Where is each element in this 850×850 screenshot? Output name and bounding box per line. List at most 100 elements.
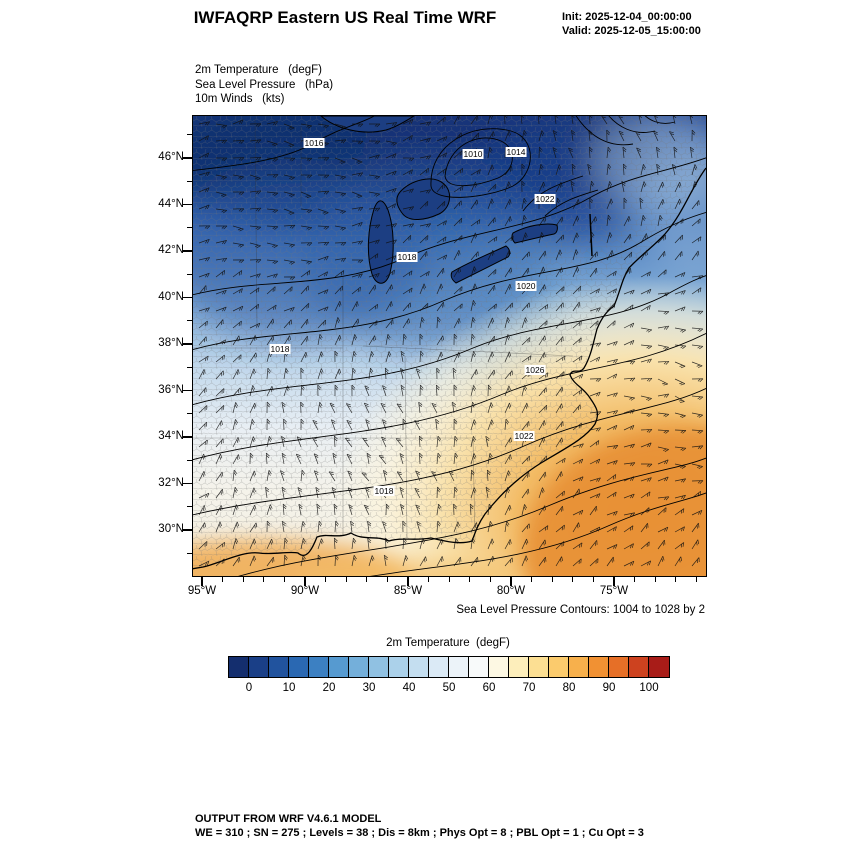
lon-tick-minor xyxy=(634,577,636,582)
lon-tick-label: 90°W xyxy=(290,585,320,597)
colorbar-tick-label: 0 xyxy=(245,682,253,694)
colorbar-segment xyxy=(329,657,349,677)
pressure-contour-label: 1022 xyxy=(513,431,535,441)
lon-tick-minor xyxy=(572,577,574,582)
lat-tick-major xyxy=(183,482,192,485)
lon-tick-label: 75°W xyxy=(599,585,629,597)
colorbar-tick-label: 30 xyxy=(362,682,376,694)
contour-caption: Sea Level Pressure Contours: 1004 to 102… xyxy=(456,604,705,616)
lon-tick-label: 95°W xyxy=(187,585,217,597)
footer: OUTPUT FROM WRF V4.6.1 MODEL WE = 310 ; … xyxy=(195,812,644,840)
colorbar-tick-label: 90 xyxy=(602,682,616,694)
field-pressure-label: Sea Level Pressure (hPa) xyxy=(195,78,334,91)
plot-title: IWFAQRP Eastern US Real Time WRF xyxy=(193,8,497,27)
colorbar-tick-label: 60 xyxy=(482,682,496,694)
lat-tick-minor xyxy=(187,459,192,461)
colorbar-segment xyxy=(349,657,369,677)
colorbar-segment xyxy=(589,657,609,677)
colorbar-segment xyxy=(449,657,469,677)
colorbar-segment xyxy=(549,657,569,677)
colorbar-segment xyxy=(569,657,589,677)
lat-tick-label: 42°N xyxy=(158,244,184,256)
lon-tick-major xyxy=(407,577,409,586)
lon-tick-minor xyxy=(428,577,430,582)
lat-tick-label: 44°N xyxy=(158,197,184,210)
coastline xyxy=(193,167,706,570)
colorbar-tick-label: 70 xyxy=(522,682,536,694)
colorbar-segment xyxy=(369,657,389,677)
lon-tick-minor xyxy=(654,577,656,582)
colorbar-tick-label: 80 xyxy=(562,682,576,694)
lake-michigan xyxy=(367,200,394,284)
lat-tick-label: 38°N xyxy=(158,337,184,349)
colorbar-tick-label: 100 xyxy=(639,682,659,694)
footer-config: WE = 310 ; SN = 275 ; Levels = 38 ; Dis … xyxy=(195,827,644,839)
lon-tick-minor xyxy=(283,577,285,582)
lat-tick-minor xyxy=(187,227,192,229)
lon-tick-minor xyxy=(366,577,368,582)
lat-tick-label: 40°N xyxy=(158,290,184,303)
colorbar-segment xyxy=(229,657,249,677)
pressure-contour-label: 1020 xyxy=(515,281,537,291)
colorbar-segment xyxy=(289,657,309,677)
pressure-contour-label: 1026 xyxy=(524,365,546,375)
lon-tick-major xyxy=(613,577,615,586)
init-time: Init: 2025-12-04_00:00:00 xyxy=(562,11,692,23)
lat-tick-minor xyxy=(187,413,192,415)
pressure-contour-label: 1016 xyxy=(303,138,325,148)
colorbar-segment xyxy=(529,657,549,677)
lon-tick-minor xyxy=(489,577,491,582)
colorbar-segment xyxy=(429,657,449,677)
colorbar-segment xyxy=(309,657,329,677)
lon-tick-minor xyxy=(551,577,553,582)
lat-tick-major xyxy=(183,529,192,531)
lat-tick-major xyxy=(183,436,192,438)
lon-tick-minor xyxy=(222,577,224,582)
colorbar-segment xyxy=(389,657,409,677)
colorbar-segment xyxy=(469,657,489,677)
colorbar-segment xyxy=(649,657,669,677)
colorbar-segment xyxy=(489,657,509,677)
lat-tick-minor xyxy=(187,366,192,368)
lake-superior xyxy=(320,116,416,133)
pressure-contour-label: 1022 xyxy=(534,194,556,204)
lon-tick-minor xyxy=(531,577,533,582)
valid-time: Valid: 2025-12-05_15:00:00 xyxy=(562,25,701,37)
colorbar-tick-label: 10 xyxy=(282,682,296,694)
colorbar-segment xyxy=(269,657,289,677)
lon-tick-label: 80°W xyxy=(496,585,526,597)
field-temperature-label: 2m Temperature (degF) xyxy=(195,64,322,76)
field-winds-label: 10m Winds (kts) xyxy=(195,93,285,105)
map-graphic xyxy=(193,116,706,576)
lon-tick-minor xyxy=(469,577,471,582)
lat-tick-minor xyxy=(187,180,192,182)
footer-model: OUTPUT FROM WRF V4.6.1 MODEL xyxy=(195,813,382,825)
lon-tick-major xyxy=(201,577,203,586)
colorbar-segment xyxy=(509,657,529,677)
pressure-contour-label: 1018 xyxy=(396,252,418,262)
colorbar-tick-label: 50 xyxy=(442,682,456,694)
colorbar-segment xyxy=(249,657,269,677)
pressure-contour-label: 1018 xyxy=(269,344,291,354)
lat-tick-label: 36°N xyxy=(158,383,184,396)
lat-tick-major xyxy=(183,343,192,345)
lat-tick-minor xyxy=(187,273,192,275)
lat-tick-major xyxy=(183,389,192,392)
pressure-contour-label: 1010 xyxy=(462,149,484,159)
colorbar xyxy=(228,656,670,678)
pressure-contour-label: 1018 xyxy=(373,486,395,496)
lon-tick-minor xyxy=(386,577,388,582)
field-list: 2m Temperature (degF) Sea Level Pressure… xyxy=(195,63,333,107)
run-times: Init: 2025-12-04_00:00:00 Valid: 2025-12… xyxy=(562,10,701,38)
lat-tick-minor xyxy=(187,506,192,508)
colorbar-segment xyxy=(629,657,649,677)
county-boundaries xyxy=(193,116,706,569)
lat-tick-minor xyxy=(187,552,192,554)
map-panel: 1016 1010 1014 1022 1018 1020 1018 1026 1022 1018 xyxy=(192,115,707,577)
colorbar-tick-label: 40 xyxy=(402,682,416,694)
lon-tick-minor xyxy=(592,577,594,582)
lon-tick-major xyxy=(510,577,512,586)
lon-tick-minor xyxy=(263,577,265,582)
pressure-contour-label: 1014 xyxy=(505,147,527,157)
lon-tick-label: 85°W xyxy=(393,585,423,597)
